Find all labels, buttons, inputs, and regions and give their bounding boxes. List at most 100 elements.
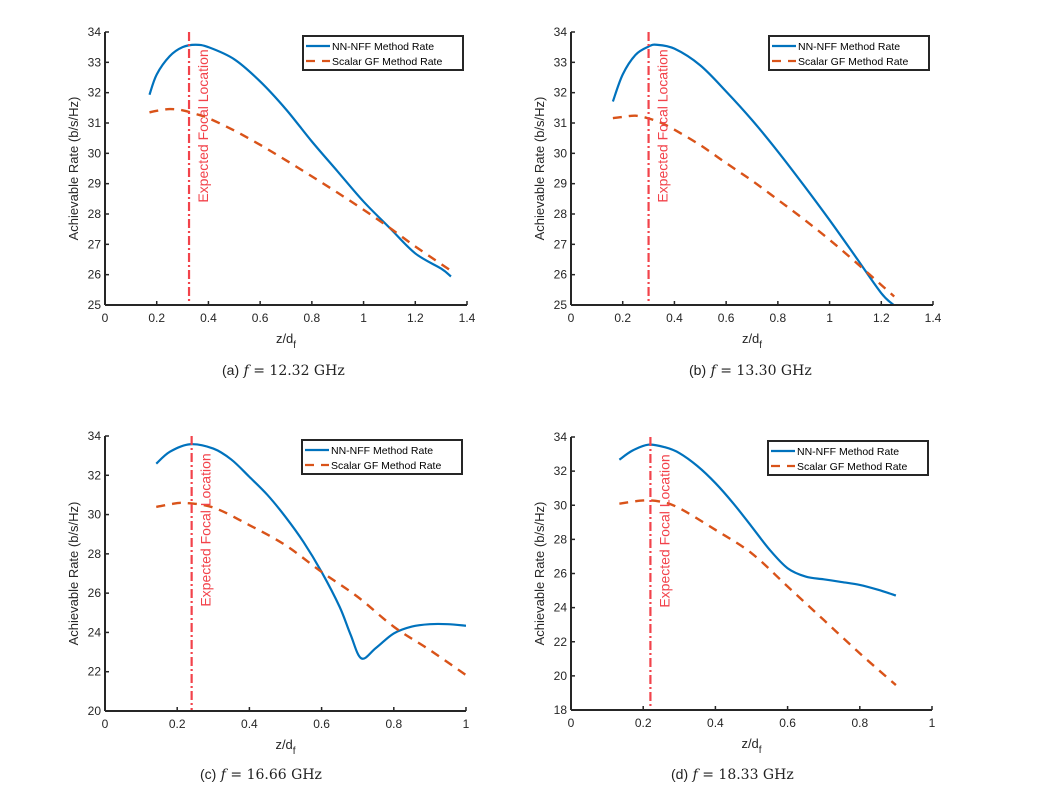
x-tick-label: 0.2 [635,716,652,730]
x-tick-label: 1 [463,717,470,731]
x-tick-label: 0.6 [779,716,796,730]
y-tick-label: 32 [88,468,102,482]
x-tick-label: 1.4 [459,311,476,325]
legend-label-nn-nff: NN-NFF Method Rate [797,446,899,458]
y-tick-label: 29 [554,177,568,191]
y-tick-label: 34 [554,430,568,444]
legend: NN-NFF Method Rate Scalar GF Method Rate [301,439,463,475]
legend-label-scalar-gf: Scalar GF Method Rate [332,56,442,68]
x-tick-label: 0.4 [241,717,258,731]
x-tick-label: 0.2 [169,717,186,731]
x-tick-label: 0.6 [718,311,735,325]
x-tick-label: 1 [826,311,833,325]
y-tick-label: 33 [88,55,102,69]
caption-value: 18.33 GHz [718,767,794,783]
chart-panel-d: Expected Focal Location 0 0.2 0.4 0.6 0.8 1 18 2… [532,430,936,756]
series-line-nn-nff [618,443,897,597]
y-tick-label: 31 [554,116,568,130]
caption-d: (d) f = 18.33 GHz [671,766,794,783]
x-tick-label: 1 [360,311,367,325]
x-tick-label: 0.8 [304,311,321,325]
x-tick-label: 0 [568,311,575,325]
chart-panel-a: Expected Focal Location 0 0.2 0.4 0.6 0.8 1 1.2… [66,25,476,351]
y-tick-label: 32 [554,86,568,100]
x-axis-label-subscript: f [293,340,296,351]
y-tick-label: 26 [88,586,102,600]
y-tick-label: 20 [554,669,568,683]
y-tick-label: 31 [88,116,102,130]
legend-label-scalar-gf: Scalar GF Method Rate [798,56,908,68]
series-line-scalar-gf [149,107,452,272]
y-tick-label: 32 [88,86,102,100]
legend-label-scalar-gf: Scalar GF Method Rate [797,461,907,473]
x-tick-label: 0.6 [252,311,269,325]
series-line-nn-nff [148,43,452,278]
y-tick-label: 30 [88,146,102,160]
x-axis-label-main: z/d [276,331,293,346]
y-tick-label: 27 [554,237,568,251]
focal-location-label: Expected Focal Location [198,453,214,606]
legend-label-nn-nff: NN-NFF Method Rate [331,445,433,457]
y-tick-label: 30 [88,508,102,522]
x-tick-label: 1.2 [873,311,890,325]
caption-variable: f [710,363,716,379]
y-tick-label: 24 [554,601,568,615]
caption-variable: f [692,767,698,783]
series-line-nn-nff [611,43,895,305]
y-tick-label: 28 [88,207,102,221]
legend: NN-NFF Method Rate Scalar GF Method Rate [302,35,464,71]
x-axis-label: z/df [276,331,296,351]
y-tick-label: 26 [554,268,568,282]
y-tick-label: 25 [554,298,568,312]
y-tick-label: 27 [88,237,102,251]
y-tick-label: 28 [88,547,102,561]
y-tick-label: 20 [88,704,102,718]
caption-equals: = [253,363,265,379]
x-axis-label-subscript: f [759,745,762,756]
y-tick-label: 26 [88,268,102,282]
y-tick-label: 34 [88,429,102,443]
x-tick-label: 0.8 [770,311,787,325]
legend-label-nn-nff: NN-NFF Method Rate [798,41,900,53]
caption-a: (a) f = 12.32 GHz [222,362,345,379]
focal-location-label: Expected Focal Location [655,49,671,202]
x-tick-label: 0.6 [313,717,330,731]
x-axis-label-subscript: f [759,340,762,351]
caption-equals: = [230,767,243,783]
y-tick-label: 30 [554,146,568,160]
y-axis-label: Achievable Rate (b/s/Hz) [532,502,547,646]
x-tick-label: 1 [929,716,936,730]
caption-tag: (a) [222,362,240,378]
x-tick-label: 0 [102,311,109,325]
y-tick-label: 22 [554,635,568,649]
x-axis-label-subscript: f [293,746,296,757]
legend-box [767,440,929,476]
y-tick-label: 34 [88,25,102,39]
x-tick-label: 0.8 [851,716,868,730]
y-tick-label: 26 [554,567,568,581]
caption-equals: = [702,767,714,783]
series-line-scalar-gf [156,501,466,677]
legend: NN-NFF Method Rate Scalar GF Method Rate [768,35,930,71]
series-line-scalar-gf [612,114,896,298]
x-axis-label: z/df [275,737,295,757]
y-tick-label: 33 [554,55,568,69]
caption-c: (c) f = 16.66 GHz [200,766,322,783]
x-tick-label: 0.8 [385,717,402,731]
caption-variable: f [220,767,226,783]
legend: NN-NFF Method Rate Scalar GF Method Rate [767,440,929,476]
x-tick-label: 0.2 [148,311,165,325]
caption-tag: (c) [200,766,217,782]
y-tick-label: 22 [88,665,102,679]
y-tick-label: 18 [554,703,568,717]
y-axis-label: Achievable Rate (b/s/Hz) [532,97,547,241]
legend-label-nn-nff: NN-NFF Method Rate [332,41,434,53]
focal-location-label: Expected Focal Location [656,454,672,607]
x-tick-label: 1.4 [925,311,942,325]
legend-box [768,35,930,71]
x-tick-label: 0 [102,717,109,731]
x-tick-label: 0.2 [614,311,631,325]
caption-value: 12.32 GHz [269,363,345,379]
x-axis-label: z/df [742,331,762,351]
